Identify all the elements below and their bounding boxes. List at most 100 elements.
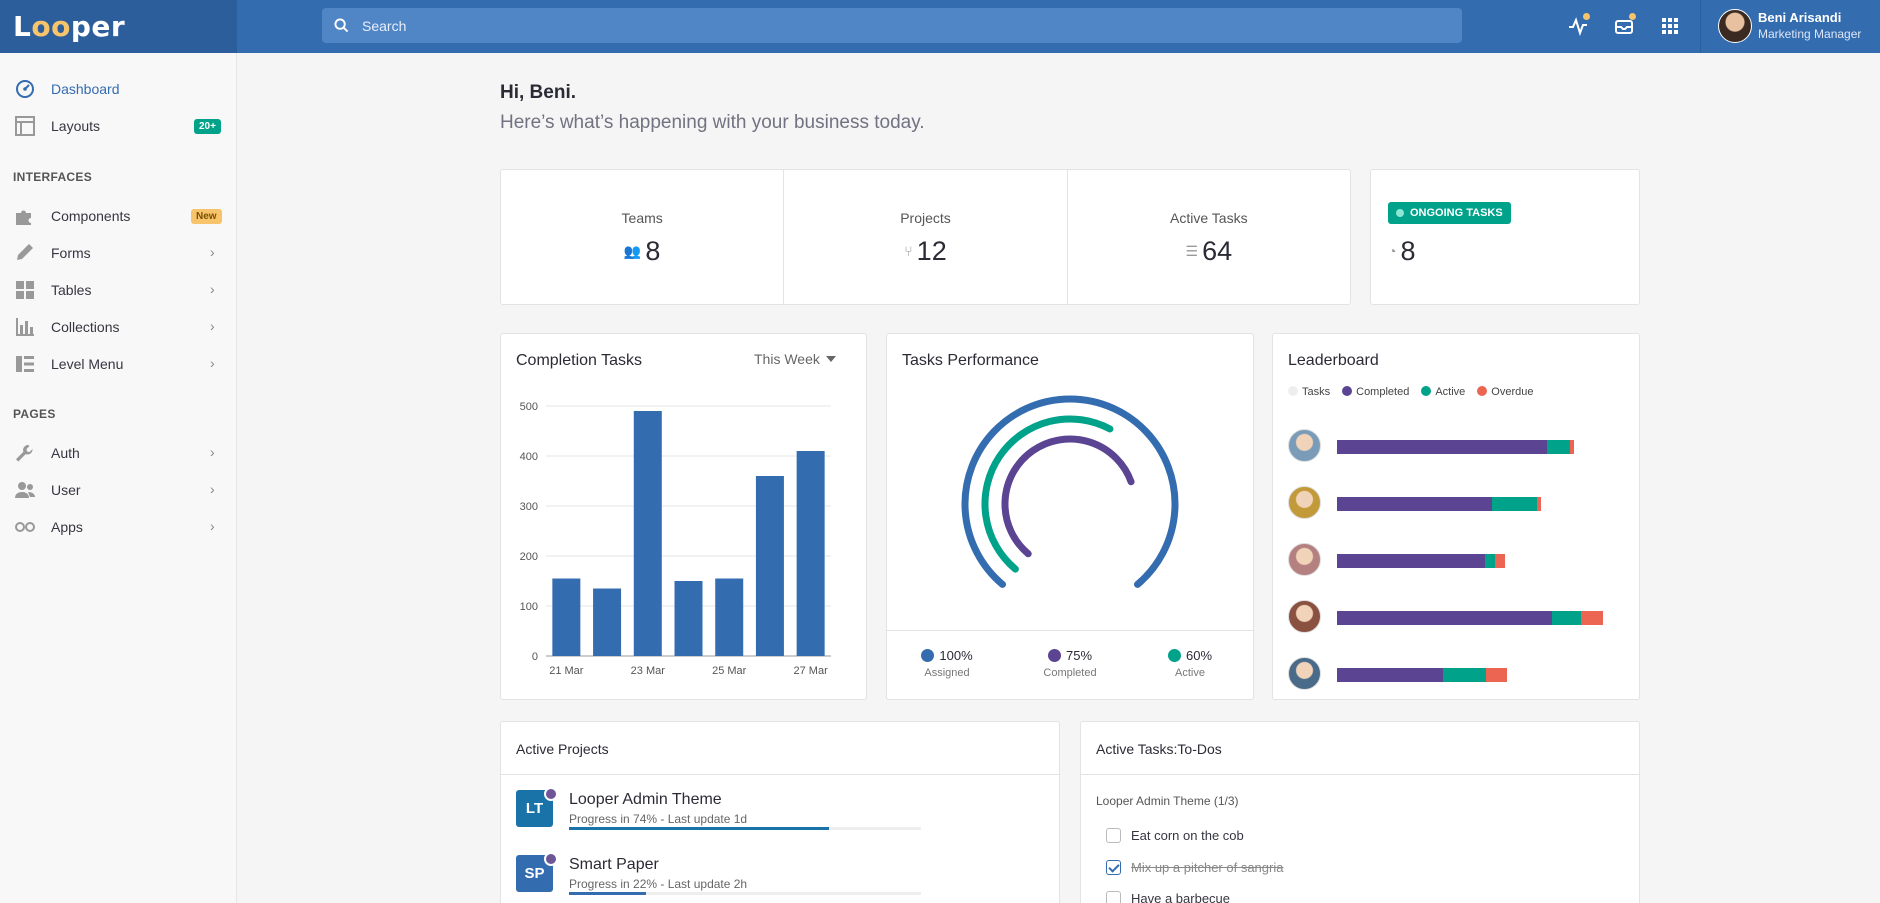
project-item[interactable]: LT Looper Admin Theme Progress in 74% - … [516,787,1036,840]
bar-segment-overdue [1537,497,1541,511]
bar-4 [715,578,744,656]
project-name[interactable]: Looper Admin Theme [569,791,722,808]
todo-label: Eat corn on the cob [1131,828,1244,843]
card-title: Active Tasks:To-Dos [1096,741,1222,757]
card-title: Completion Tasks [516,352,642,369]
metric-value: 12 [916,236,947,266]
performance-legend: 100% Assigned 75% Completed 60% Active [887,630,1253,700]
sidebar-item-label: User [51,482,81,498]
activity-icon[interactable] [1567,13,1590,37]
todo-checkbox[interactable] [1106,891,1121,903]
leaderboard-legend: Tasks Completed Active Overdue [1288,386,1534,398]
x-tick-label: 21 Mar [549,665,584,677]
sidebar-item-label: Level Menu [51,356,124,372]
user-menu[interactable]: Beni Arisandi Marketing Manager [1700,0,1880,53]
stacked-bar [1337,668,1507,682]
brand-area: Looper [0,0,237,53]
period-dropdown[interactable]: This Week [754,351,836,367]
y-tick-label: 500 [520,401,538,413]
inbox-icon[interactable] [1613,13,1636,37]
metric-label: Active Tasks [1170,210,1248,226]
infinity-icon [15,522,35,532]
stacked-bar [1337,440,1574,454]
apps-grid-icon[interactable] [1659,15,1681,37]
legend-active: Active [1421,386,1465,398]
leaderboard-row[interactable] [1288,429,1628,463]
bar-segment-overdue [1486,668,1507,682]
ongoing-value: 8 [1400,236,1416,266]
y-tick-label: 300 [520,501,538,513]
chevron-right-icon: › [210,318,215,334]
sidebar-item-auth[interactable]: Auth › [0,438,236,468]
leaderboard-row[interactable] [1288,486,1628,520]
nav-header-pages: PAGES [13,407,56,421]
bar-3 [674,581,703,656]
project-item[interactable]: SP Smart Paper Progress in 22% - Last up… [516,852,1036,903]
todo-checkbox[interactable] [1106,860,1121,875]
todo-label: Mix up a pitcher of sangria [1131,860,1284,875]
x-tick-label: 23 Mar [631,665,666,677]
sidebar-item-components[interactable]: Components New [0,201,236,231]
project-status-icon [544,787,558,801]
project-status-icon [544,852,558,866]
card-title: Tasks Performance [902,352,1039,369]
sidebar-item-user[interactable]: User › [0,475,236,505]
todo-checkbox[interactable] [1106,828,1121,843]
avatar [1288,486,1321,519]
ongoing-tasks-card[interactable]: ONGOING TASKS ◔ 8 [1370,169,1640,305]
search-input[interactable] [362,8,1442,43]
avatar [1718,9,1752,43]
page-title: Hi, Beni. [500,82,577,103]
chevron-right-icon: › [210,518,215,534]
avatar [1288,600,1321,633]
stacked-bar [1337,497,1541,511]
stacked-bar [1337,611,1603,625]
sidebar-item-tables[interactable]: Tables › [0,275,236,305]
leaderboard-row[interactable] [1288,543,1628,577]
performance-radial-chart [961,395,1179,588]
chevron-right-icon: › [210,355,215,371]
user-name: Beni Arisandi [1758,10,1842,25]
sidebar-item-forms[interactable]: Forms › [0,238,236,268]
sidebar-item-collections[interactable]: Collections › [0,312,236,342]
y-tick-label: 200 [520,551,538,563]
completion-tasks-card: Completion Tasks This Week 0 100 200 300 400… [500,333,867,700]
legend-completed: Completed [1342,386,1409,398]
arc-active [981,415,1114,573]
metric-active-tasks[interactable]: Active Tasks ☰ 64 [1068,170,1350,304]
search-box [322,8,1462,43]
grid-icon [16,281,34,299]
wrench-icon [16,445,33,462]
timer-icon: ◔ [1388,243,1397,259]
layouts-icon [15,116,35,136]
leaderboard-row[interactable] [1288,600,1628,634]
brand-logo[interactable]: Looper [13,10,126,43]
arc-completed [1001,435,1135,558]
project-name[interactable]: Smart Paper [569,856,659,873]
sidebar-item-label: Layouts [51,118,101,134]
legend-assigned: 100% Assigned [892,648,1002,679]
status-badge: ONGOING TASKS [1388,202,1511,224]
active-projects-card: Active Projects LT Looper Admin Theme Pr… [500,721,1060,903]
dashboard-icon [16,80,34,98]
project-meta: Progress in 22% - Last update 2h [569,877,748,891]
completion-bar-chart: 0 100 200 300 400 500 21 Mar 23 Mar 25 Mar 27 Mar [520,401,831,677]
bar-segment-completed [1337,440,1547,454]
leaderboard-row[interactable] [1288,657,1628,691]
sidebar-item-level-menu[interactable]: Level Menu › [0,349,236,379]
sidebar-item-dashboard[interactable]: Dashboard [0,74,236,104]
page-subtitle: Here’s what’s happening with your busine… [500,112,925,133]
arc-assigned [961,395,1179,588]
sidebar-item-apps[interactable]: Apps › [0,512,236,542]
metric-teams[interactable]: Teams 👥 8 [501,170,785,304]
sidebar-item-layouts[interactable]: Layouts 20+ [0,111,236,141]
metric-projects[interactable]: Projects ⑂ 12 [784,170,1068,304]
progress-fill [569,892,647,895]
bar-5 [755,476,784,656]
search-icon [334,18,349,33]
todo-group-title: Looper Admin Theme (1/3) [1096,794,1239,808]
x-tick-label: 27 Mar [794,665,829,677]
users-icon [15,482,35,498]
bar-6 [796,451,825,656]
bar-segment-overdue [1495,554,1505,568]
